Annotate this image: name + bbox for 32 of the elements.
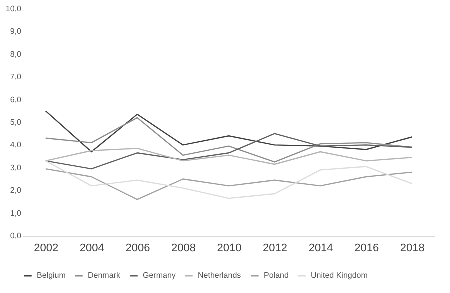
- x-tick-label: 2008: [171, 242, 196, 254]
- line-series: [45, 148, 413, 166]
- y-tick-label: 6,0: [10, 95, 22, 104]
- y-tick-label: 8,0: [10, 50, 22, 59]
- line-series: [45, 160, 413, 200]
- legend-label: United Kingdom: [311, 271, 368, 280]
- y-tick-label: 1,0: [10, 208, 22, 218]
- line-series: [45, 168, 413, 200]
- legend-label: Germany: [143, 271, 176, 280]
- y-tick-label: 9,0: [10, 27, 22, 36]
- y-tick-label: 5,0: [10, 118, 22, 127]
- x-tick-label: 2002: [34, 242, 59, 254]
- x-tick-label: 2014: [308, 242, 334, 254]
- legend-label: Netherlands: [198, 271, 242, 280]
- y-tick-label: 4,0: [10, 140, 22, 150]
- x-tick-label: 2004: [80, 242, 104, 254]
- y-tick-label: 2,0: [10, 186, 22, 196]
- x-tick-label: 2006: [126, 242, 150, 254]
- line-series: [45, 117, 413, 163]
- x-tick-label: 2012: [263, 242, 288, 254]
- legend-label: Belgium: [37, 271, 66, 280]
- y-tick-label: 10,0: [6, 4, 22, 14]
- y-tick-label: 7,0: [10, 72, 22, 82]
- line-series: [45, 110, 413, 153]
- legend-label: Poland: [264, 271, 289, 280]
- x-tick-label: 2010: [217, 242, 242, 254]
- y-tick-label: 0,0: [10, 232, 22, 240]
- y-tick-label: 3,0: [10, 163, 22, 172]
- line-series: [45, 133, 413, 170]
- x-tick-label: 2016: [354, 242, 380, 254]
- legend-label: Denmark: [88, 271, 122, 280]
- x-tick-label: 2018: [400, 242, 425, 254]
